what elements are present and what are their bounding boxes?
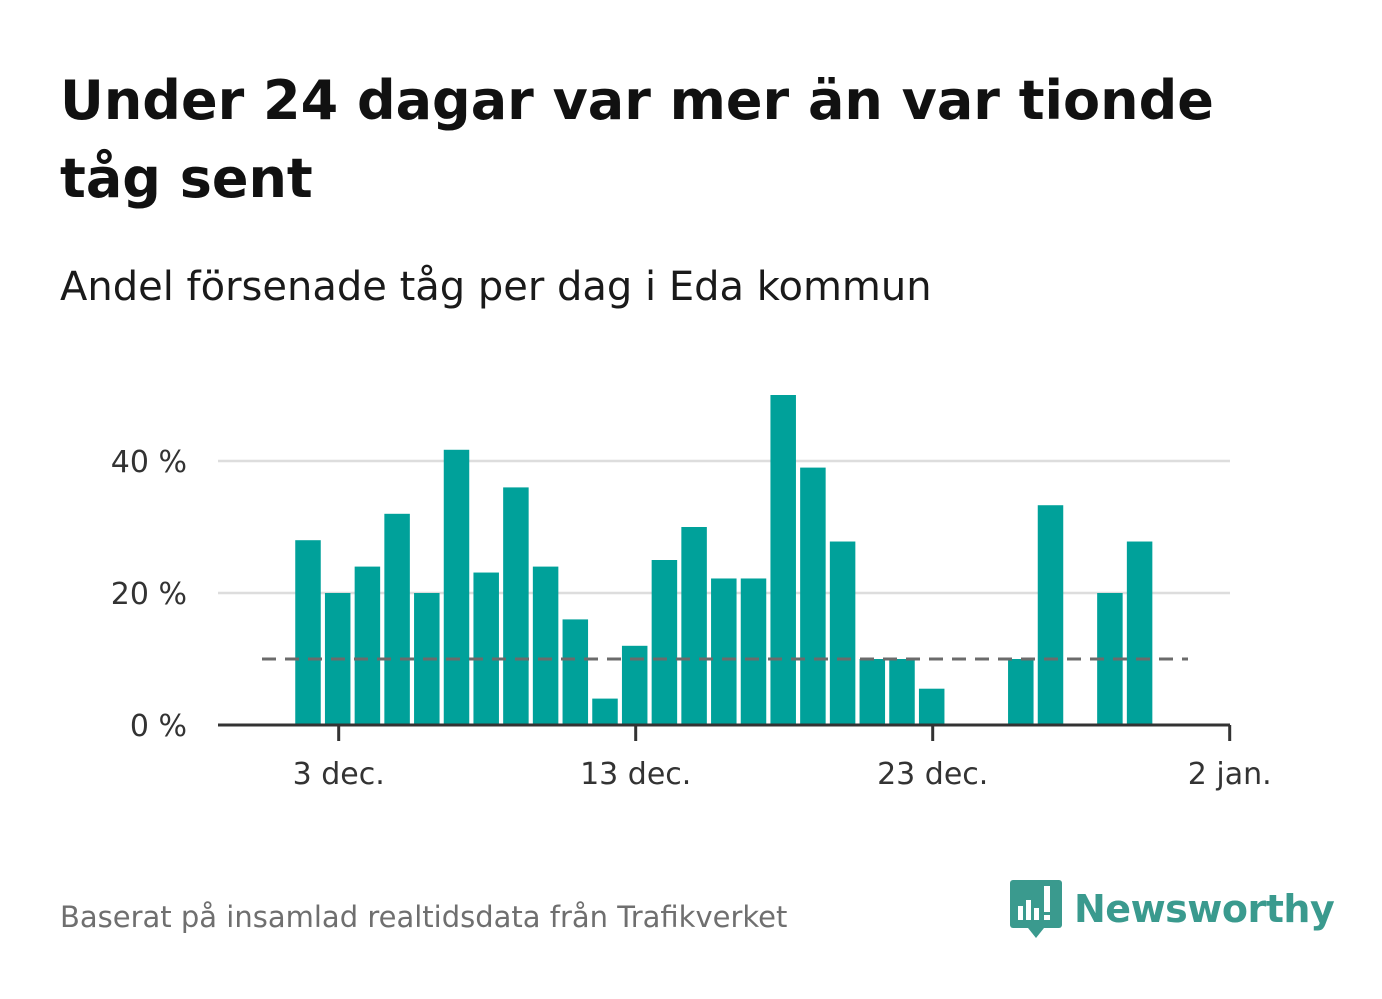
bar [889,659,915,725]
x-tick-label: 23 dec. [877,757,988,792]
bar [918,688,945,725]
axes [218,723,1232,741]
bar [711,578,737,725]
bar [354,566,381,725]
y-tick-label: 40 % [111,445,187,480]
bars [295,395,1153,725]
bar [562,619,589,725]
x-tick-label: 13 dec. [580,757,691,792]
chart-title: Under 24 dagar var mer än var tionde tåg… [60,69,1214,210]
chart-subtitle: Andel försenade tåg per dag i Eda kommun [60,264,932,310]
bar [859,659,886,725]
y-tick-label: 20 % [111,577,187,612]
bar [770,395,796,725]
bar [384,513,410,725]
x-tick-label: 3 dec. [293,757,385,792]
bar [592,698,618,725]
brand-name: Newsworthy [1074,887,1335,931]
bar [443,449,470,725]
bar [532,566,559,725]
y-tick-labels: 0 % 20 % 40 % [111,445,187,744]
bar [473,572,499,725]
bar [1037,505,1064,725]
bar [1126,541,1153,725]
source-note: Baserat på insamlad realtidsdata från Tr… [60,900,788,934]
bar [503,487,529,725]
bar [295,540,321,725]
bar [651,560,678,725]
x-tick-labels: 3 dec. 13 dec. 23 dec. 2 jan. [293,757,1272,792]
newsworthy-logo-icon [1010,880,1062,938]
bar [681,527,707,725]
brand-logo: Newsworthy [1010,878,1335,940]
bar [800,467,826,725]
x-tick-label: 2 jan. [1188,757,1272,792]
bar [740,578,767,725]
bar [829,541,856,725]
y-tick-label: 0 % [130,709,187,744]
bar [1008,659,1034,725]
